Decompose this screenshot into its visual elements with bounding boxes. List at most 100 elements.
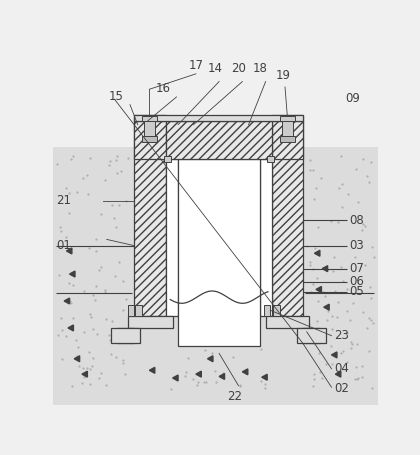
Point (340, 278, 346, 285)
Point (360, 155, 366, 162)
Point (237, 382, 244, 389)
Point (90, 354, 97, 362)
Point (192, 304, 199, 311)
Point (370, 319, 377, 327)
Point (93, 282, 100, 289)
Point (344, 358, 350, 365)
Point (213, 319, 220, 327)
Point (89, 325, 96, 332)
Point (76, 363, 83, 370)
Point (335, 218, 342, 226)
Point (55, 271, 62, 278)
Point (310, 383, 316, 390)
Bar (134, 121, 166, 159)
Point (181, 373, 188, 380)
Point (202, 378, 209, 385)
Point (97, 369, 104, 377)
Point (194, 328, 200, 335)
Point (167, 385, 174, 392)
Bar (134, 115, 303, 121)
Point (58, 314, 65, 321)
Point (314, 297, 321, 304)
Point (57, 224, 64, 231)
Point (98, 210, 105, 217)
Point (327, 342, 334, 349)
Point (314, 224, 321, 231)
Polygon shape (219, 374, 225, 379)
Point (255, 328, 261, 335)
Point (229, 303, 236, 311)
Point (310, 266, 316, 273)
Point (328, 326, 335, 333)
Polygon shape (52, 147, 134, 293)
Point (86, 380, 93, 388)
Point (102, 288, 108, 296)
Text: 20: 20 (231, 61, 246, 75)
Point (353, 364, 360, 371)
Point (313, 275, 320, 282)
Point (59, 326, 66, 333)
Bar (280, 116, 295, 121)
Point (102, 176, 109, 183)
Point (63, 333, 70, 340)
Bar (142, 116, 157, 121)
Point (113, 223, 119, 231)
Point (183, 368, 189, 375)
Point (310, 166, 317, 173)
Point (112, 272, 118, 279)
Point (63, 185, 69, 192)
Point (313, 317, 320, 324)
Point (92, 236, 99, 243)
Point (73, 336, 79, 344)
Polygon shape (70, 271, 75, 277)
Point (123, 296, 130, 303)
Bar (134, 115, 166, 316)
Polygon shape (324, 304, 329, 310)
Polygon shape (262, 374, 267, 380)
Point (108, 318, 115, 325)
Text: 16: 16 (155, 82, 170, 96)
Text: 01: 01 (56, 239, 71, 252)
Bar (144, 121, 155, 136)
Point (115, 336, 121, 344)
Point (330, 254, 337, 261)
Polygon shape (322, 266, 328, 272)
Point (84, 190, 91, 197)
Point (101, 286, 108, 293)
Point (332, 288, 339, 295)
Point (354, 375, 361, 382)
Point (84, 172, 91, 179)
Point (307, 157, 314, 164)
Point (125, 154, 131, 162)
Bar (128, 316, 173, 328)
Point (352, 253, 358, 260)
Polygon shape (336, 371, 341, 377)
Polygon shape (173, 375, 178, 381)
Point (367, 316, 374, 324)
Point (53, 160, 60, 167)
Point (359, 227, 365, 234)
Bar (110, 328, 140, 344)
Point (80, 365, 87, 372)
Point (184, 354, 191, 361)
Point (97, 263, 104, 270)
Point (310, 370, 317, 377)
Point (116, 258, 123, 265)
Point (322, 292, 329, 299)
Polygon shape (242, 369, 248, 375)
Point (329, 312, 336, 319)
Point (80, 373, 87, 380)
Point (344, 286, 351, 293)
Bar (135, 305, 142, 316)
Point (58, 356, 65, 363)
Point (93, 330, 100, 337)
Point (353, 166, 360, 173)
Point (371, 254, 378, 261)
Point (106, 161, 113, 168)
Point (87, 365, 93, 373)
Point (307, 166, 313, 173)
Point (194, 381, 200, 389)
Point (364, 324, 370, 331)
Point (306, 320, 313, 328)
Point (86, 244, 92, 252)
